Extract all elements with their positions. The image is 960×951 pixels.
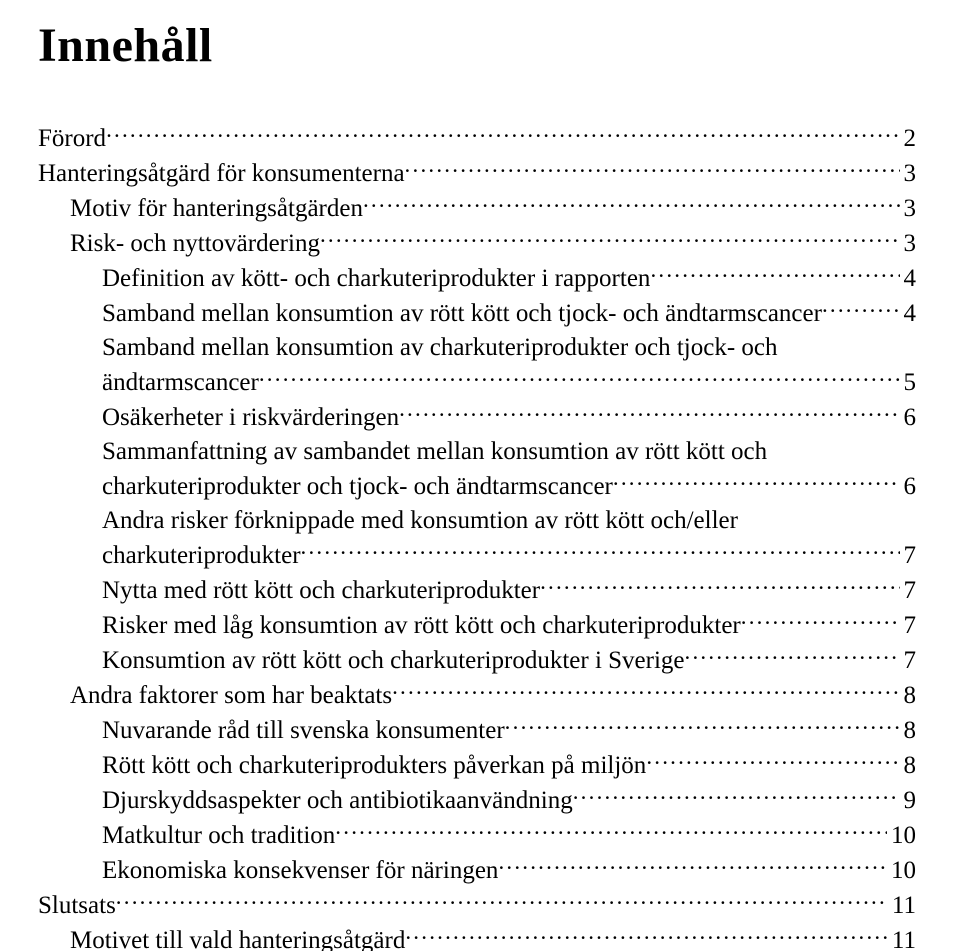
toc-entry: Risk- och nyttovärdering 3 xyxy=(38,226,916,261)
toc-page-number: 5 xyxy=(900,366,917,400)
toc-entry-text: Förord xyxy=(38,122,106,156)
toc-leader xyxy=(573,783,900,808)
toc-entry: Rött kött och charkuteriprodukters påver… xyxy=(38,748,916,783)
toc-leader xyxy=(335,818,887,843)
toc-entry-text: Konsumtion av rött kött och charkuteripr… xyxy=(102,644,685,678)
toc-entry-text: Slutsats xyxy=(38,889,116,923)
toc-page-number: 6 xyxy=(900,401,917,435)
toc-entry: Andra faktorer som har beaktats 8 xyxy=(38,678,916,713)
toc-page-number: 6 xyxy=(900,470,917,504)
toc-page-number: 9 xyxy=(900,784,917,818)
toc-entry-text: Samband mellan konsumtion av rött kött o… xyxy=(102,297,822,331)
toc-page-number: 3 xyxy=(900,157,917,191)
toc-entry-text: Nytta med rött kött och charkuteriproduk… xyxy=(102,574,540,608)
toc-leader xyxy=(405,156,900,181)
toc-page-number: 10 xyxy=(887,819,916,853)
toc-entry-text: Rött kött och charkuteriprodukters påver… xyxy=(102,749,646,783)
toc-entry: Andra risker förknippade med konsumtion … xyxy=(38,504,916,538)
toc-page-number: 4 xyxy=(900,297,917,331)
toc-entry: Hanteringsåtgärd för konsumenterna 3 xyxy=(38,156,916,191)
toc-page-number: 7 xyxy=(900,609,917,643)
document-page: Innehåll Förord 2Hanteringsåtgärd för ko… xyxy=(0,0,960,951)
toc-page-number: 4 xyxy=(900,262,917,296)
toc-page-number: 8 xyxy=(900,679,917,713)
toc-leader xyxy=(685,643,900,668)
toc-entry-text: Samband mellan konsumtion av charkuterip… xyxy=(102,331,778,365)
toc-page-number: 7 xyxy=(900,644,917,678)
toc-leader xyxy=(320,226,900,251)
toc-page-number: 8 xyxy=(900,714,917,748)
page-title: Innehåll xyxy=(38,18,916,73)
toc-entry: Sammanfattning av sambandet mellan konsu… xyxy=(38,435,916,469)
table-of-contents: Förord 2Hanteringsåtgärd för konsumenter… xyxy=(38,121,916,951)
toc-page-number: 11 xyxy=(888,889,916,923)
toc-page-number: 7 xyxy=(900,539,917,573)
toc-leader xyxy=(301,538,900,563)
toc-entry: Risker med låg konsumtion av rött kött o… xyxy=(38,608,916,643)
toc-entry: Nuvarande råd till svenska konsumenter 8 xyxy=(38,713,916,748)
toc-entry: Nytta med rött kött och charkuteriproduk… xyxy=(38,573,916,608)
toc-page-number: 2 xyxy=(900,122,917,156)
toc-entry-text: Risk- och nyttovärdering xyxy=(70,227,320,261)
toc-entry: Matkultur och tradition 10 xyxy=(38,818,916,853)
toc-leader xyxy=(116,888,888,913)
toc-entry-text: charkuteriprodukter och tjock- och ändta… xyxy=(102,470,613,504)
toc-leader xyxy=(613,469,900,494)
toc-entry: Samband mellan konsumtion av rött kött o… xyxy=(38,296,916,331)
toc-page-number: 11 xyxy=(888,924,916,951)
toc-leader xyxy=(399,400,899,425)
toc-leader xyxy=(505,713,900,738)
toc-entry-text: Andra risker förknippade med konsumtion … xyxy=(102,504,738,538)
toc-entry: charkuteriprodukter 7 xyxy=(38,538,916,573)
toc-entry: Osäkerheter i riskvärderingen 6 xyxy=(38,400,916,435)
toc-entry-text: Osäkerheter i riskvärderingen xyxy=(102,401,399,435)
toc-entry: Slutsats 11 xyxy=(38,888,916,923)
toc-leader xyxy=(540,573,899,598)
toc-entry-text: Nuvarande råd till svenska konsumenter xyxy=(102,714,505,748)
toc-leader xyxy=(106,121,899,146)
toc-entry-text: ändtarmscancer xyxy=(102,366,259,400)
toc-entry: Djurskyddsaspekter och antibiotikaanvänd… xyxy=(38,783,916,818)
toc-entry: Motivet till vald hanteringsåtgärd 11 xyxy=(38,923,916,951)
toc-entry-text: Andra faktorer som har beaktats xyxy=(70,679,392,713)
toc-leader xyxy=(650,261,899,286)
toc-entry-text: Motiv för hanteringsåtgärden xyxy=(70,192,363,226)
toc-leader xyxy=(363,191,900,216)
toc-entry-text: Hanteringsåtgärd för konsumenterna xyxy=(38,157,405,191)
toc-page-number: 3 xyxy=(900,227,917,261)
toc-page-number: 8 xyxy=(900,749,917,783)
toc-leader xyxy=(822,296,900,321)
toc-leader xyxy=(259,365,900,390)
toc-entry: Konsumtion av rött kött och charkuteripr… xyxy=(38,643,916,678)
toc-entry-text: Matkultur och tradition xyxy=(102,819,335,853)
toc-entry: charkuteriprodukter och tjock- och ändta… xyxy=(38,469,916,504)
toc-entry: Motiv för hanteringsåtgärden 3 xyxy=(38,191,916,226)
toc-entry: Förord 2 xyxy=(38,121,916,156)
toc-page-number: 7 xyxy=(900,574,917,608)
toc-leader xyxy=(392,678,899,703)
toc-entry-text: Djurskyddsaspekter och antibiotikaanvänd… xyxy=(102,784,573,818)
toc-entry-text: Risker med låg konsumtion av rött kött o… xyxy=(102,609,741,643)
toc-entry-text: Motivet till vald hanteringsåtgärd xyxy=(70,924,405,951)
toc-entry-text: Sammanfattning av sambandet mellan konsu… xyxy=(102,435,767,469)
toc-leader xyxy=(741,608,900,633)
toc-leader xyxy=(498,853,887,878)
toc-entry-text: Definition av kött- och charkuteriproduk… xyxy=(102,262,650,296)
toc-entry: Ekonomiska konsekvenser för näringen 10 xyxy=(38,853,916,888)
toc-entry: ändtarmscancer 5 xyxy=(38,365,916,400)
toc-entry-text: charkuteriprodukter xyxy=(102,539,301,573)
toc-entry: Definition av kött- och charkuteriproduk… xyxy=(38,261,916,296)
toc-entry-text: Ekonomiska konsekvenser för näringen xyxy=(102,854,498,888)
toc-page-number: 10 xyxy=(887,854,916,888)
toc-entry: Samband mellan konsumtion av charkuterip… xyxy=(38,331,916,365)
toc-page-number: 3 xyxy=(900,192,917,226)
toc-leader xyxy=(405,923,888,948)
toc-leader xyxy=(646,748,899,773)
